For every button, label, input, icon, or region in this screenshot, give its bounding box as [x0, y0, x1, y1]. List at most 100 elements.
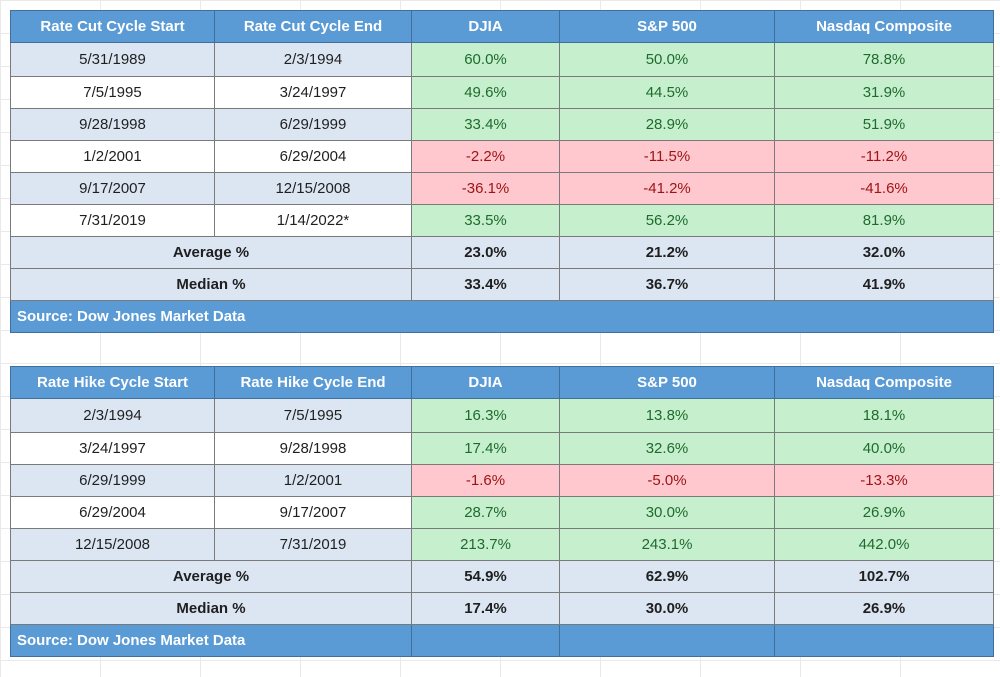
nasdaq-average[interactable]: 32.0% [774, 236, 994, 269]
nasdaq-cell[interactable]: 81.9% [774, 204, 994, 237]
start-date-cell[interactable]: 6/29/1999 [10, 464, 215, 497]
end-date-cell[interactable]: 12/15/2008 [214, 172, 412, 205]
end-date-cell[interactable]: 3/24/1997 [214, 76, 412, 109]
nasdaq-cell[interactable]: 31.9% [774, 76, 994, 109]
table-row: 9/17/2007 12/15/2008 -36.1% -41.2% -41.6… [10, 172, 994, 205]
average-label[interactable]: Average % [10, 236, 412, 269]
nasdaq-cell[interactable]: 78.8% [774, 42, 994, 77]
start-date-cell[interactable]: 7/5/1995 [10, 76, 215, 109]
start-date-cell[interactable]: 9/17/2007 [10, 172, 215, 205]
djia-cell[interactable]: -2.2% [411, 140, 560, 173]
nasdaq-median[interactable]: 26.9% [774, 592, 994, 625]
sp500-cell[interactable]: 30.0% [559, 496, 775, 529]
header-row: Rate Hike Cycle Start Rate Hike Cycle En… [10, 366, 994, 399]
table-row: 7/31/2019 1/14/2022* 33.5% 56.2% 81.9% [10, 204, 994, 237]
nasdaq-cell[interactable]: 18.1% [774, 398, 994, 433]
end-date-cell[interactable]: 1/14/2022* [214, 204, 412, 237]
sp500-median[interactable]: 30.0% [559, 592, 775, 625]
end-date-cell[interactable]: 1/2/2001 [214, 464, 412, 497]
average-row: Average % 23.0% 21.2% 32.0% [10, 236, 994, 269]
start-date-cell[interactable]: 3/24/1997 [10, 432, 215, 465]
sp500-cell[interactable]: -41.2% [559, 172, 775, 205]
nasdaq-average[interactable]: 102.7% [774, 560, 994, 593]
empty-cell[interactable] [774, 624, 994, 657]
nasdaq-cell[interactable]: 442.0% [774, 528, 994, 561]
rate-hike-table: Rate Hike Cycle Start Rate Hike Cycle En… [10, 366, 994, 657]
nasdaq-median[interactable]: 41.9% [774, 268, 994, 301]
nasdaq-cell[interactable]: -41.6% [774, 172, 994, 205]
header-cell[interactable]: DJIA [411, 10, 560, 43]
nasdaq-cell[interactable]: 26.9% [774, 496, 994, 529]
djia-cell[interactable]: 49.6% [411, 76, 560, 109]
header-cell[interactable]: Rate Cut Cycle Start [10, 10, 215, 43]
source-note[interactable]: Source: Dow Jones Market Data [10, 300, 994, 333]
djia-average[interactable]: 23.0% [411, 236, 560, 269]
sp500-cell[interactable]: 243.1% [559, 528, 775, 561]
sp500-cell[interactable]: -5.0% [559, 464, 775, 497]
table-row: 2/3/1994 7/5/1995 16.3% 13.8% 18.1% [10, 398, 994, 433]
nasdaq-cell[interactable]: -13.3% [774, 464, 994, 497]
djia-median[interactable]: 33.4% [411, 268, 560, 301]
sp500-cell[interactable]: 13.8% [559, 398, 775, 433]
start-date-cell[interactable]: 12/15/2008 [10, 528, 215, 561]
end-date-cell[interactable]: 6/29/2004 [214, 140, 412, 173]
nasdaq-cell[interactable]: 40.0% [774, 432, 994, 465]
nasdaq-cell[interactable]: -11.2% [774, 140, 994, 173]
header-cell[interactable]: Rate Hike Cycle Start [10, 366, 215, 399]
sp500-cell[interactable]: 44.5% [559, 76, 775, 109]
nasdaq-cell[interactable]: 51.9% [774, 108, 994, 141]
sp500-cell[interactable]: -11.5% [559, 140, 775, 173]
djia-average[interactable]: 54.9% [411, 560, 560, 593]
start-date-cell[interactable]: 2/3/1994 [10, 398, 215, 433]
median-label[interactable]: Median % [10, 592, 412, 625]
djia-median[interactable]: 17.4% [411, 592, 560, 625]
sp500-average[interactable]: 21.2% [559, 236, 775, 269]
end-date-cell[interactable]: 9/28/1998 [214, 432, 412, 465]
djia-cell[interactable]: 28.7% [411, 496, 560, 529]
djia-cell[interactable]: 33.4% [411, 108, 560, 141]
average-label[interactable]: Average % [10, 560, 412, 593]
djia-cell[interactable]: -36.1% [411, 172, 560, 205]
sp500-cell[interactable]: 32.6% [559, 432, 775, 465]
empty-cell[interactable] [411, 624, 560, 657]
header-cell[interactable]: Nasdaq Composite [774, 366, 994, 399]
djia-cell[interactable]: 213.7% [411, 528, 560, 561]
table-row: 9/28/1998 6/29/1999 33.4% 28.9% 51.9% [10, 108, 994, 141]
start-date-cell[interactable]: 7/31/2019 [10, 204, 215, 237]
start-date-cell[interactable]: 6/29/2004 [10, 496, 215, 529]
start-date-cell[interactable]: 9/28/1998 [10, 108, 215, 141]
djia-cell[interactable]: 17.4% [411, 432, 560, 465]
header-cell[interactable]: Rate Hike Cycle End [214, 366, 412, 399]
end-date-cell[interactable]: 7/31/2019 [214, 528, 412, 561]
end-date-cell[interactable]: 2/3/1994 [214, 42, 412, 77]
median-row: Median % 33.4% 36.7% 41.9% [10, 268, 994, 301]
end-date-cell[interactable]: 6/29/1999 [214, 108, 412, 141]
header-cell[interactable]: DJIA [411, 366, 560, 399]
djia-cell[interactable]: 33.5% [411, 204, 560, 237]
sp500-cell[interactable]: 56.2% [559, 204, 775, 237]
end-date-cell[interactable]: 7/5/1995 [214, 398, 412, 433]
end-date-cell[interactable]: 9/17/2007 [214, 496, 412, 529]
start-date-cell[interactable]: 5/31/1989 [10, 42, 215, 77]
start-date-cell[interactable]: 1/2/2001 [10, 140, 215, 173]
empty-cell[interactable] [559, 624, 775, 657]
header-cell[interactable]: S&P 500 [559, 10, 775, 43]
source-note[interactable]: Source: Dow Jones Market Data [10, 624, 412, 657]
table-row: 5/31/1989 2/3/1994 60.0% 50.0% 78.8% [10, 42, 994, 77]
median-label[interactable]: Median % [10, 268, 412, 301]
table-row: 6/29/2004 9/17/2007 28.7% 30.0% 26.9% [10, 496, 994, 529]
sp500-average[interactable]: 62.9% [559, 560, 775, 593]
djia-cell[interactable]: -1.6% [411, 464, 560, 497]
sp500-cell[interactable]: 28.9% [559, 108, 775, 141]
djia-cell[interactable]: 60.0% [411, 42, 560, 77]
table-row: 7/5/1995 3/24/1997 49.6% 44.5% 31.9% [10, 76, 994, 109]
header-cell[interactable]: S&P 500 [559, 366, 775, 399]
header-cell[interactable]: Rate Cut Cycle End [214, 10, 412, 43]
source-row: Source: Dow Jones Market Data [10, 624, 994, 657]
sp500-cell[interactable]: 50.0% [559, 42, 775, 77]
header-row: Rate Cut Cycle Start Rate Cut Cycle End … [10, 10, 994, 43]
sp500-median[interactable]: 36.7% [559, 268, 775, 301]
header-cell[interactable]: Nasdaq Composite [774, 10, 994, 43]
djia-cell[interactable]: 16.3% [411, 398, 560, 433]
rate-cut-table: Rate Cut Cycle Start Rate Cut Cycle End … [10, 10, 994, 333]
